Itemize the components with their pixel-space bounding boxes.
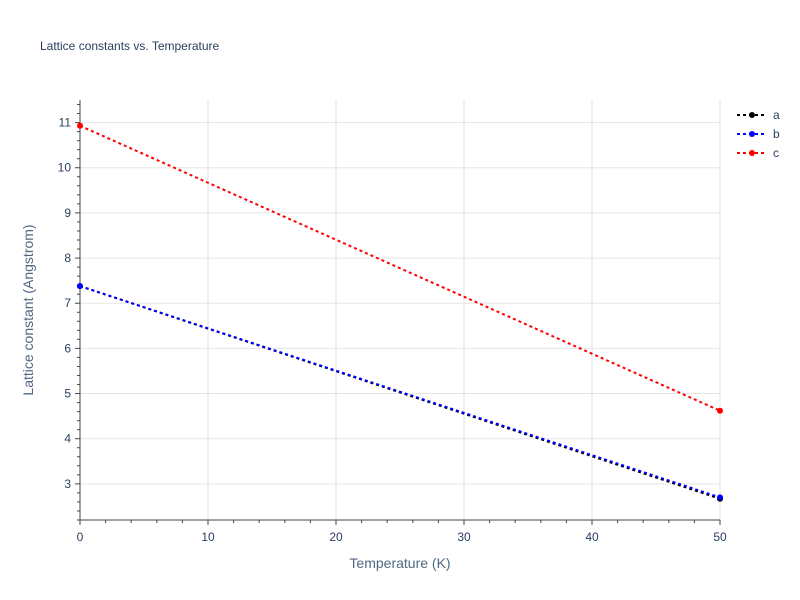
y-tick-label: 9 <box>64 206 71 220</box>
y-tick-label: 7 <box>64 296 71 310</box>
legend-swatch-marker <box>749 131 755 137</box>
legend-swatch-marker <box>749 112 755 118</box>
y-tick-label: 10 <box>58 161 72 175</box>
legend-item-b[interactable]: b <box>737 127 780 141</box>
x-tick-label: 40 <box>585 530 599 544</box>
y-tick-label: 4 <box>64 432 71 446</box>
y-tick-label: 5 <box>64 387 71 401</box>
y-axis-title: Lattice constant (Angstrom) <box>20 224 36 395</box>
y-tick-label: 8 <box>64 251 71 265</box>
y-tick-label: 3 <box>64 477 71 491</box>
chart-title: Lattice constants vs. Temperature <box>40 39 220 53</box>
legend-item-a[interactable]: a <box>737 108 780 122</box>
legend-item-c[interactable]: c <box>737 146 779 160</box>
data-point-c <box>717 407 723 414</box>
series-layer <box>77 122 723 502</box>
data-point-b <box>717 494 723 501</box>
x-tick-label: 10 <box>201 530 215 544</box>
x-axis-title: Temperature (K) <box>349 555 450 571</box>
x-tick-label: 30 <box>457 530 471 544</box>
y-tick-label: 11 <box>59 116 72 130</box>
axes: 0 10 20 30 40 50 3 4 5 6 7 8 9 10 11 <box>58 100 727 544</box>
series-line-b <box>79 285 721 499</box>
y-tick-label: 6 <box>64 341 71 355</box>
data-point-c <box>77 122 83 129</box>
legend[interactable]: abc <box>737 108 780 160</box>
legend-label: b <box>773 127 780 141</box>
x-tick-label: 0 <box>77 530 84 544</box>
legend-label: a <box>773 108 780 122</box>
x-tick-label: 50 <box>713 530 727 544</box>
series-c <box>77 122 723 414</box>
series-b <box>77 283 723 501</box>
legend-label: c <box>773 146 779 160</box>
grid-lines <box>79 100 721 520</box>
data-point-b <box>77 283 83 290</box>
legend-swatch-marker <box>749 150 755 156</box>
series-line-c <box>79 124 721 412</box>
x-tick-label: 20 <box>329 530 343 544</box>
